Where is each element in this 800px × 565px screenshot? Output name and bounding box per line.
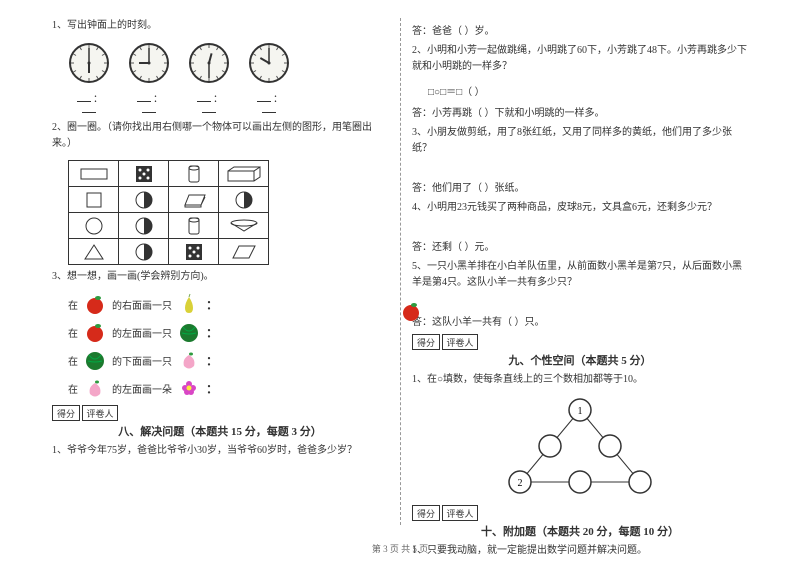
section10-header: 得分 评卷人 bbox=[412, 505, 748, 521]
q8-1-num: 1、 bbox=[52, 445, 67, 456]
rq3: 3、小朋友做剪纸，用了8张红纸，又用了同样多的黄纸，他们用了多少张纸？ bbox=[412, 125, 748, 157]
rq5-ans: 答：这队小羊一共有（ ）只。 bbox=[412, 313, 748, 328]
q9-1-text: 在○填数，使每条直线上的三个数相加都等于10。 bbox=[427, 374, 643, 385]
rq5-text: 一只小黑羊排在小白羊队伍里，从前面数小黑羊是第7只，从后面数小黑羊是第4只。这队… bbox=[412, 261, 742, 288]
q2: 2、圈一圈。（请你找出用右侧哪一个物体可以画出左侧的图形，用笔圈出来。） bbox=[52, 120, 388, 152]
floating-apple-icon bbox=[400, 300, 422, 325]
section10-title: 十、附加题（本题共 20 分，每题 10 分） bbox=[412, 523, 748, 539]
q3-num: 3、 bbox=[52, 271, 67, 282]
rq5: 5、一只小黑羊排在小白羊队伍里，从前面数小黑羊是第7只，从后面数小黑羊是第4只。… bbox=[412, 259, 748, 291]
clock-blank: ： bbox=[128, 90, 170, 116]
q2-text: 圈一圈。（请你找出用右侧哪一个物体可以画出左侧的图形，用笔圈出来。） bbox=[52, 122, 372, 149]
rq2-text: 小明和小芳一起做跳绳，小明跳了60下，小芳跳了48下。小芳再跳多少下就和小明跳的… bbox=[412, 45, 747, 72]
apple-icon bbox=[84, 293, 106, 315]
peach-icon bbox=[84, 377, 106, 399]
clock-icon bbox=[248, 42, 290, 84]
watermelon-icon bbox=[84, 349, 106, 371]
draw-instruction: 在的左面画一朵： bbox=[68, 377, 388, 399]
q2-num: 2、 bbox=[52, 122, 67, 133]
rq2: 2、小明和小芳一起做跳绳，小明跳了60下，小芳跳了48下。小芳再跳多少下就和小明… bbox=[412, 43, 748, 75]
rq3-text: 小朋友做剪纸，用了8张红纸，又用了同样多的黄纸，他们用了多少张纸？ bbox=[412, 127, 732, 154]
q9-1: 1、在○填数，使每条直线上的三个数相加都等于10。 bbox=[412, 372, 748, 388]
rq4-num: 4、 bbox=[412, 202, 427, 213]
peach-icon bbox=[178, 349, 200, 371]
score-label-10: 得分 bbox=[412, 505, 440, 521]
draw-instruction: 在的右面画一只： bbox=[68, 293, 388, 315]
rq4: 4、小明用23元钱买了两种商品，皮球8元，文具盒6元，还剩多少元？ bbox=[412, 200, 748, 216]
flower-icon bbox=[178, 377, 200, 399]
rq4-text: 小明用23元钱买了两种商品，皮球8元，文具盒6元，还剩多少元？ bbox=[427, 202, 717, 213]
score-label: 得分 bbox=[52, 405, 80, 421]
clock-blank: ： bbox=[248, 90, 290, 116]
svg-text:1: 1 bbox=[578, 406, 583, 417]
q1-num: 1、 bbox=[52, 20, 67, 31]
section8-header: 得分 评卷人 bbox=[52, 405, 388, 421]
q8-1: 1、爷爷今年75岁，爸爸比爷爷小30岁，当爷爷60岁时，爸爸多少岁？ bbox=[52, 443, 388, 459]
rq2-expr: □○□＝□（ ） bbox=[428, 83, 748, 98]
q3-text: 想一想，画一画(学会辨别方向)。 bbox=[67, 271, 214, 282]
pear-icon bbox=[178, 293, 200, 315]
triangle-diagram: 12 bbox=[500, 396, 660, 499]
rq3-num: 3、 bbox=[412, 127, 427, 138]
draw-instruction: 在的左面画一只： bbox=[68, 321, 388, 343]
rq5-num: 5、 bbox=[412, 261, 427, 272]
clock-row bbox=[68, 42, 388, 84]
apple-icon bbox=[84, 321, 106, 343]
section8-title: 八、解决问题（本题共 15 分，每题 3 分） bbox=[52, 423, 388, 439]
q8-1-text: 爷爷今年75岁，爸爸比爷爷小30岁，当爷爷60岁时，爸爸多少岁？ bbox=[67, 445, 357, 456]
rq2-num: 2、 bbox=[412, 45, 427, 56]
clock-icon bbox=[188, 42, 230, 84]
grader-label: 评卷人 bbox=[82, 405, 118, 421]
score-label-9: 得分 bbox=[412, 334, 440, 350]
clock-blanks: ： ： ： ： bbox=[68, 90, 388, 116]
watermelon-icon bbox=[178, 321, 200, 343]
shape-table bbox=[68, 160, 269, 265]
page-footer: 第 3 页 共 5 页 bbox=[0, 542, 800, 555]
q1: 1、写出钟面上的时刻。 bbox=[52, 18, 388, 34]
clock-icon bbox=[68, 42, 110, 84]
rq4-ans: 答：还剩（ ）元。 bbox=[412, 238, 748, 253]
svg-text:2: 2 bbox=[518, 478, 523, 489]
q3: 3、想一想，画一画(学会辨别方向)。 bbox=[52, 269, 388, 285]
section9-header: 得分 评卷人 bbox=[412, 334, 748, 350]
a1: 答：爸爸（ ）岁。 bbox=[412, 22, 748, 37]
grader-label-10: 评卷人 bbox=[442, 505, 478, 521]
clock-blank: ： bbox=[68, 90, 110, 116]
rq2-ans: 答：小芳再跳（ ）下就和小明跳的一样多。 bbox=[412, 104, 748, 119]
section9-title: 九、个性空间（本题共 5 分） bbox=[412, 352, 748, 368]
q9-1-num: 1、 bbox=[412, 374, 427, 385]
draw-instruction: 在的下面画一只： bbox=[68, 349, 388, 371]
q1-text: 写出钟面上的时刻。 bbox=[67, 20, 157, 31]
clock-icon bbox=[128, 42, 170, 84]
rq3-ans: 答：他们用了（ ）张纸。 bbox=[412, 179, 748, 194]
grader-label-9: 评卷人 bbox=[442, 334, 478, 350]
clock-blank: ： bbox=[188, 90, 230, 116]
